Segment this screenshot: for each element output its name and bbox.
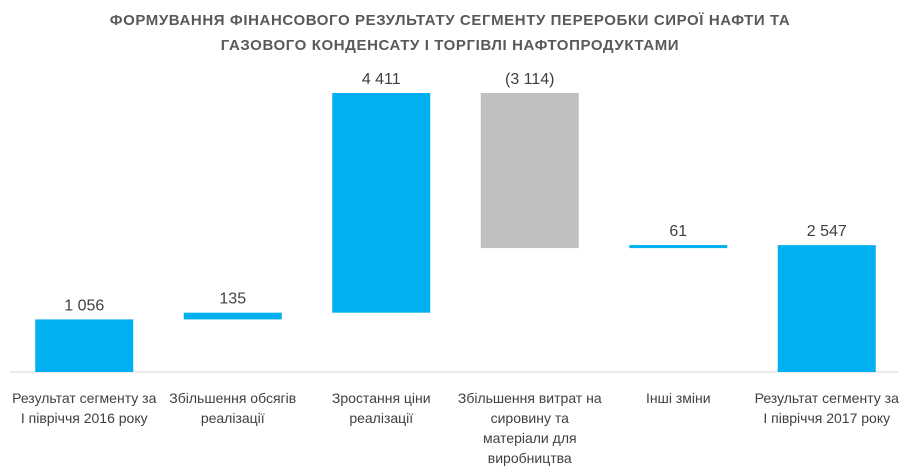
data-label: 4 411: [362, 71, 401, 88]
x-tick-label: Зростання ціни реалізації: [331, 390, 431, 426]
data-label: 61: [669, 223, 687, 240]
bar: [332, 93, 431, 313]
data-label: 2 547: [807, 223, 847, 240]
bar: [183, 312, 282, 320]
bar: [629, 245, 728, 249]
bar: [777, 245, 876, 372]
data-label: (3 114): [505, 71, 555, 88]
chart-title: ФОРМУВАННЯ ФІНАНСОВОГО РЕЗУЛЬТАТУ СЕГМЕН…: [109, 12, 791, 54]
x-tick-label: Збільшення витрат на сировину та матеріа…: [457, 390, 602, 466]
data-label: 1 056: [64, 297, 104, 314]
x-tick-label: Збільшення обсягів реалізації: [169, 390, 297, 426]
x-tick-label: Результат сегменту за І півріччя 2016 ро…: [12, 390, 157, 426]
bar: [35, 319, 134, 372]
x-tick-label: Результат сегменту за І півріччя 2017 ро…: [754, 390, 899, 426]
data-label: 135: [219, 291, 246, 308]
x-tick-label: Інші зміни: [645, 390, 711, 406]
bar: [480, 93, 579, 249]
